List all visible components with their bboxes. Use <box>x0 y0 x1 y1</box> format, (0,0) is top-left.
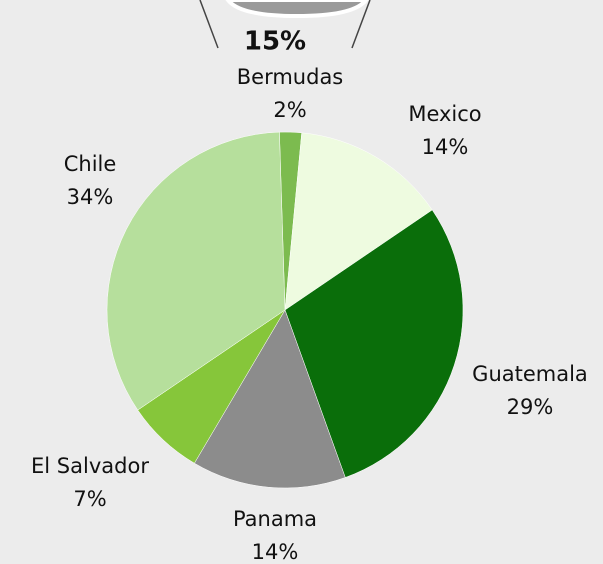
pie-slice <box>194 309 346 489</box>
slice-label: Bermudas <box>237 65 344 89</box>
annotation: 15% <box>244 27 306 57</box>
callout-bubble <box>225 0 369 19</box>
slice-value-label: 7% <box>73 487 106 511</box>
slice-label: Mexico <box>408 102 481 126</box>
slice-value-label: 34% <box>67 185 114 209</box>
pie-slice <box>284 209 464 478</box>
slice-value-label: 2% <box>273 98 306 122</box>
pie-slice <box>106 131 286 411</box>
slice-label: Panama <box>233 507 317 531</box>
slice-label: El Salvador <box>31 454 149 478</box>
callout-line <box>351 0 371 49</box>
slice-value-label: 29% <box>507 395 554 419</box>
slice-label: Guatemala <box>472 362 588 386</box>
slice-value-label: 14% <box>252 540 299 564</box>
slice-label: Chile <box>64 152 117 176</box>
slice-value-label: 14% <box>422 135 469 159</box>
pie-slice <box>284 132 433 311</box>
callout-line <box>199 0 219 49</box>
